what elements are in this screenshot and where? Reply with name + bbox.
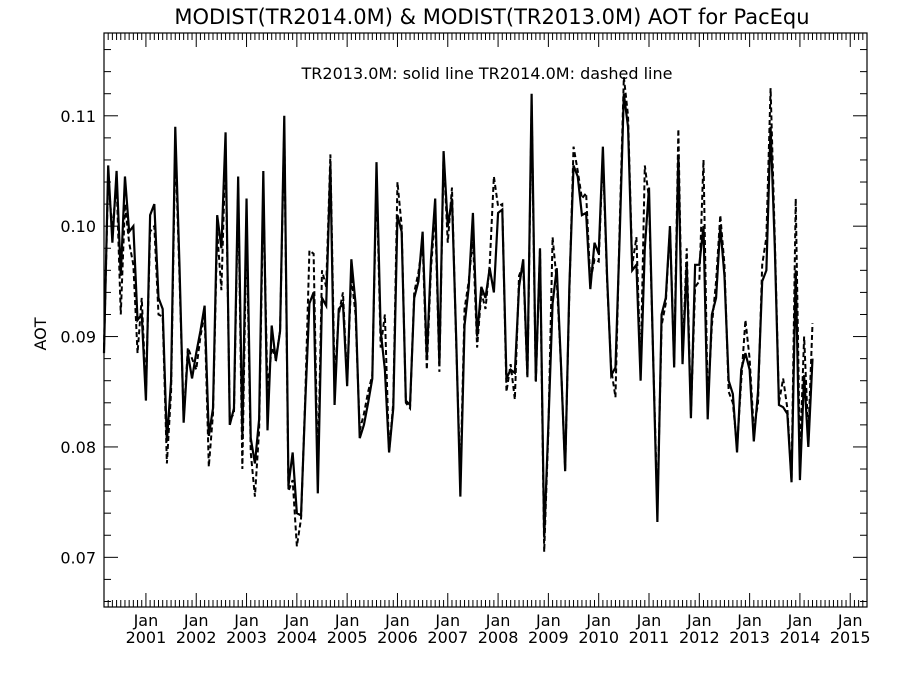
x-tick-year: 2005 <box>327 628 368 647</box>
x-tick-year: 2002 <box>176 628 217 647</box>
x-tick-month: Jan <box>284 611 310 630</box>
x-tick-year: 2011 <box>629 628 670 647</box>
x-tick-month: Jan <box>535 611 561 630</box>
x-tick-month: Jan <box>384 611 410 630</box>
y-tick-label: 0.08 <box>60 438 96 457</box>
x-axis-ticks: Jan2001Jan2002Jan2003Jan2004Jan2005Jan20… <box>103 33 871 647</box>
x-tick-month: Jan <box>183 611 209 630</box>
x-tick-year: 2009 <box>528 628 569 647</box>
plot-frame <box>103 32 868 608</box>
x-tick-month: Jan <box>585 611 611 630</box>
y-tick-label: 0.07 <box>60 548 96 567</box>
x-tick-year: 2007 <box>427 628 468 647</box>
x-tick-year: 2006 <box>377 628 418 647</box>
x-tick-year: 2001 <box>126 628 167 647</box>
x-tick-year: 2010 <box>578 628 619 647</box>
x-tick-year: 2012 <box>679 628 720 647</box>
x-tick-year: 2014 <box>780 628 821 647</box>
series-annotation: TR2013.0M: solid line TR2014.0M: dashed … <box>301 64 673 83</box>
y-tick-label: 0.10 <box>60 217 96 236</box>
x-tick-month: Jan <box>837 611 863 630</box>
x-tick-month: Jan <box>636 611 662 630</box>
x-tick-year: 2003 <box>226 628 267 647</box>
x-tick-month: Jan <box>233 611 259 630</box>
y-axis-ticks: 0.07 0.08 0.09 0.10 0.11 <box>60 49 867 602</box>
x-tick-year: 2004 <box>276 628 317 647</box>
y-axis-label: AOT <box>31 317 50 350</box>
series-lines <box>102 77 814 552</box>
y-tick-label: 0.11 <box>60 107 96 126</box>
x-tick-year: 2013 <box>729 628 770 647</box>
x-tick-month: Jan <box>334 611 360 630</box>
x-tick-month: Jan <box>686 611 712 630</box>
chart-title: MODIST(TR2014.0M) & MODIST(TR2013.0M) AO… <box>174 5 809 29</box>
x-tick-year: 2015 <box>830 628 871 647</box>
x-tick-year: 2008 <box>478 628 519 647</box>
x-tick-month: Jan <box>787 611 813 630</box>
series-line-tr2014-0m <box>103 77 814 552</box>
y-tick-label: 0.09 <box>60 328 96 347</box>
x-tick-month: Jan <box>736 611 762 630</box>
x-tick-month: Jan <box>434 611 460 630</box>
x-tick-month: Jan <box>485 611 511 630</box>
x-tick-month: Jan <box>133 611 159 630</box>
